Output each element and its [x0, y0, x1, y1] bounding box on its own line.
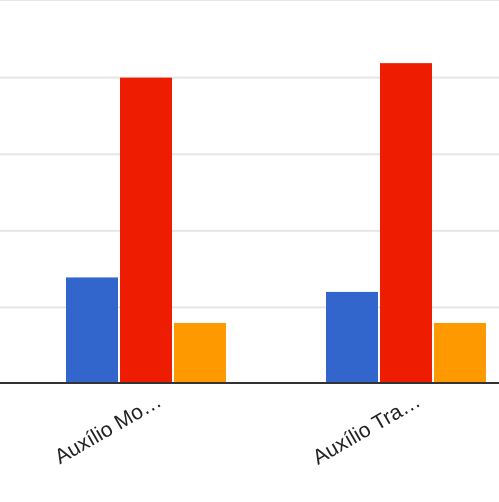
bar-1-series-1[interactable] [66, 277, 118, 383]
bar-2-series-1[interactable] [326, 291, 378, 383]
category-labels: Auxílio Mo… Auxílio Tra… [51, 389, 425, 469]
bar-1-series-3[interactable] [174, 322, 226, 383]
bars [66, 63, 486, 383]
category-label-1: Auxílio Mo… [51, 389, 166, 468]
bar-2-series-2[interactable] [380, 63, 432, 383]
bar-1-series-2[interactable] [120, 77, 172, 383]
category-label-2: Auxílio Tra… [309, 389, 425, 469]
bar-2-series-3[interactable] [434, 322, 486, 383]
